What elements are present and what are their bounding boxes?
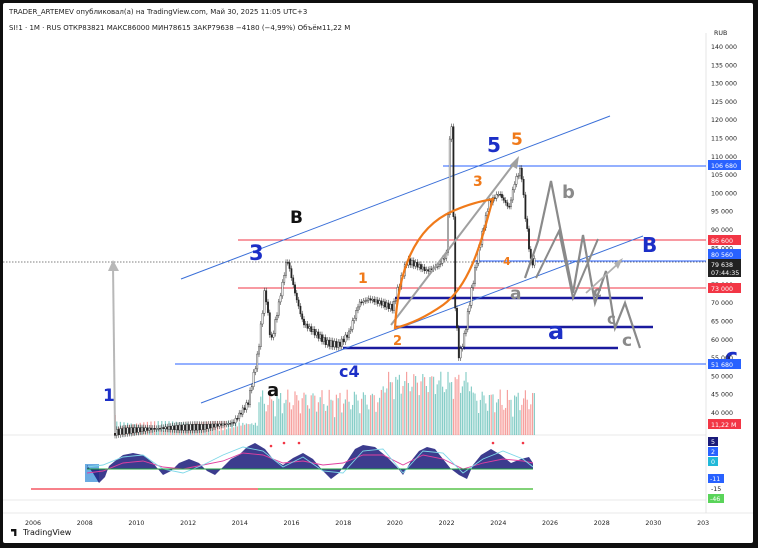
label-wave-b-top: B xyxy=(290,208,303,228)
svg-text:2: 2 xyxy=(711,449,715,456)
label-wave-a-low: a xyxy=(267,380,279,401)
time-tick: 2022 xyxy=(439,520,455,527)
price-tick: 70 000 xyxy=(711,300,733,307)
label-wave-a-big: a xyxy=(548,317,564,345)
tag-80560: 80 560 xyxy=(711,252,733,259)
volume-histogram xyxy=(114,371,535,435)
label-wave-c-gray-1: c xyxy=(593,283,602,301)
oscillator-signal xyxy=(86,452,534,474)
time-tick: 2010 xyxy=(128,520,144,527)
svg-text:-15: -15 xyxy=(711,486,721,493)
price-chart[interactable]: 1 a B 3 c4 1 2 3 4 5 5 a b B c c c a c R… xyxy=(3,3,753,543)
channel-lower xyxy=(200,235,644,404)
tag-86600: 86 600 xyxy=(711,238,733,245)
tag-73000: 73 000 xyxy=(711,286,733,293)
gray-path-forecast xyxy=(523,180,642,349)
label-wave-c-gray-3: c xyxy=(622,331,632,351)
price-tick: 115 000 xyxy=(711,136,737,143)
svg-text:-11: -11 xyxy=(710,476,720,483)
time-tick: 2016 xyxy=(284,520,300,527)
tradingview-logo-icon xyxy=(11,529,17,536)
svg-text:5: 5 xyxy=(711,439,715,446)
time-tick: 2012 xyxy=(180,520,196,527)
publish-info: TRADER_ARTEMEV опубликовал(а) на Trading… xyxy=(9,8,308,16)
price-tick: 135 000 xyxy=(711,62,737,69)
price-tick: 60 000 xyxy=(711,337,733,344)
time-tick: 2020 xyxy=(387,520,403,527)
oscillator-pane xyxy=(31,441,534,490)
label-wave-c4: c4 xyxy=(339,362,360,381)
label-orange-1: 1 xyxy=(358,271,368,287)
tradingview-brand[interactable]: TradingView xyxy=(11,528,71,537)
svg-text:0: 0 xyxy=(711,459,715,466)
label-wave-c-gray-2: c xyxy=(607,310,616,328)
orange-cycle xyxy=(393,197,495,330)
label-wave-3-left: 3 xyxy=(249,241,264,265)
price-tick: 130 000 xyxy=(711,81,737,88)
time-tick: 2018 xyxy=(335,520,351,527)
chart-screenshot: TRADER_ARTEMEV опубликовал(а) на Trading… xyxy=(3,3,753,543)
svg-text:-46: -46 xyxy=(710,496,720,503)
price-tick: 105 000 xyxy=(711,172,737,179)
time-axis: 2006 2008 2010 2012 2014 2016 2018 2020 2022 2024… xyxy=(25,520,709,527)
price-tick: 65 000 xyxy=(711,319,733,326)
time-tick: 2024 xyxy=(490,520,506,527)
gray-path-forecast-2 xyxy=(535,227,599,302)
time-tick: 2026 xyxy=(542,520,558,527)
label-wave-b-blue: B xyxy=(642,233,657,257)
label-wave-b-gray: b xyxy=(562,182,575,203)
price-tick: 90 000 xyxy=(711,227,733,234)
tag-51680: 51 680 xyxy=(711,362,733,369)
price-tick: 55 000 xyxy=(711,355,733,362)
currency-label: RUB xyxy=(714,30,727,37)
time-tick: 2028 xyxy=(594,520,610,527)
label-orange-2: 2 xyxy=(393,334,402,349)
tag-last-price: 79 638 xyxy=(711,262,733,269)
price-tick: 120 000 xyxy=(711,117,737,124)
tag-volume: 11,22 M xyxy=(711,422,736,429)
label-wave-a-right: a xyxy=(510,284,521,304)
time-tick: 2006 xyxy=(25,520,41,527)
brand-name: TradingView xyxy=(23,528,72,537)
label-orange-3: 3 xyxy=(473,174,483,190)
price-tick: 40 000 xyxy=(711,410,733,417)
price-tick: 95 000 xyxy=(711,209,733,216)
gray-arrow-1 xyxy=(112,264,116,434)
tag-countdown: 07:44:35 xyxy=(711,270,739,277)
price-tags: 106 680 86 600 80 560 79 638 07:44:35 73… xyxy=(708,160,741,429)
price-tick: 110 000 xyxy=(711,154,737,161)
channel-upper xyxy=(180,115,611,280)
price-tick: 140 000 xyxy=(711,44,737,51)
price-tick: 85 000 xyxy=(711,245,733,252)
label-orange-4: 4 xyxy=(503,255,511,268)
label-orange-5: 5 xyxy=(511,130,523,150)
price-tick: 50 000 xyxy=(711,373,733,380)
time-tick: 2008 xyxy=(77,520,93,527)
oscillator-line xyxy=(86,446,534,474)
time-tick: 2014 xyxy=(232,520,248,527)
time-tick: 203 xyxy=(697,520,709,527)
price-tick: 45 000 xyxy=(711,392,733,399)
price-tick: 100 000 xyxy=(711,190,737,197)
symbol-legend[interactable]: SI!1 · 1M · RUS ОТКР83821 МАКС86000 МИН7… xyxy=(9,24,351,32)
tag-106680: 106 680 xyxy=(711,163,737,170)
label-blue-5: 5 xyxy=(487,133,501,157)
oscillator-tags: 5 2 0 -11 -15 -46 xyxy=(708,437,724,503)
time-tick: 2030 xyxy=(645,520,661,527)
price-candles xyxy=(114,123,536,439)
gray-arrow-2 xyxy=(390,160,517,326)
label-wave-1: 1 xyxy=(103,386,115,406)
price-tick: 125 000 xyxy=(711,99,737,106)
